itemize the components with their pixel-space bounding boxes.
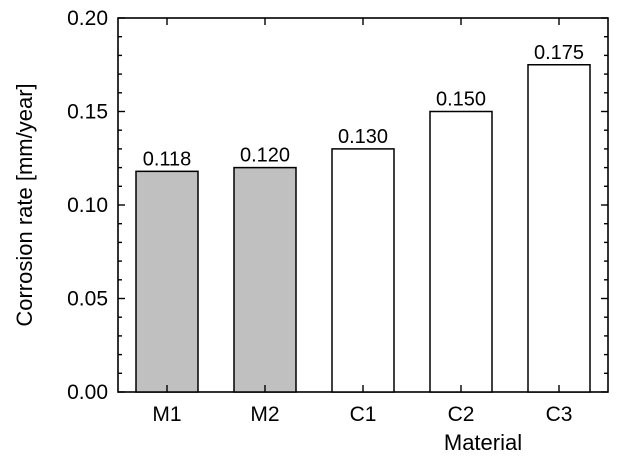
data-label-C1: 0.130	[338, 126, 388, 148]
x-tick-label-M1: M1	[152, 403, 181, 426]
y-tick-label: 0.05	[67, 288, 108, 311]
data-label-C3: 0.175	[534, 42, 584, 64]
bar-C3	[527, 64, 591, 393]
bar-M1	[135, 170, 199, 393]
x-tick-label-C1: C1	[350, 403, 377, 426]
y-tick-label: 0.10	[67, 194, 108, 217]
data-labels-group: 0.118 0.120 0.130 0.150 0.175	[143, 42, 584, 171]
x-tick-label-C3: C3	[546, 403, 573, 426]
bar-M2	[233, 166, 297, 393]
x-axis-ticks: M1 M2 C1 C2 C3	[152, 18, 572, 426]
x-axis-title: Material	[444, 430, 522, 455]
data-label-M1: 0.118	[143, 148, 192, 170]
bar-C1	[331, 148, 395, 393]
data-label-M2: 0.120	[240, 145, 290, 167]
y-axis-ticks: 0.00 0.05 0.10 0.15 0.20	[67, 7, 608, 404]
bars-group	[135, 64, 591, 393]
x-tick-label-M2: M2	[250, 403, 279, 426]
y-axis-title: Corrosion rate [mm/year]	[12, 83, 37, 326]
x-tick-label-C2: C2	[448, 403, 475, 426]
data-label-C2: 0.150	[436, 89, 486, 111]
y-tick-label: 0.20	[67, 7, 108, 30]
bar-C2	[429, 110, 493, 393]
y-tick-label: 0.15	[67, 101, 108, 124]
y-tick-label: 0.00	[67, 381, 108, 404]
